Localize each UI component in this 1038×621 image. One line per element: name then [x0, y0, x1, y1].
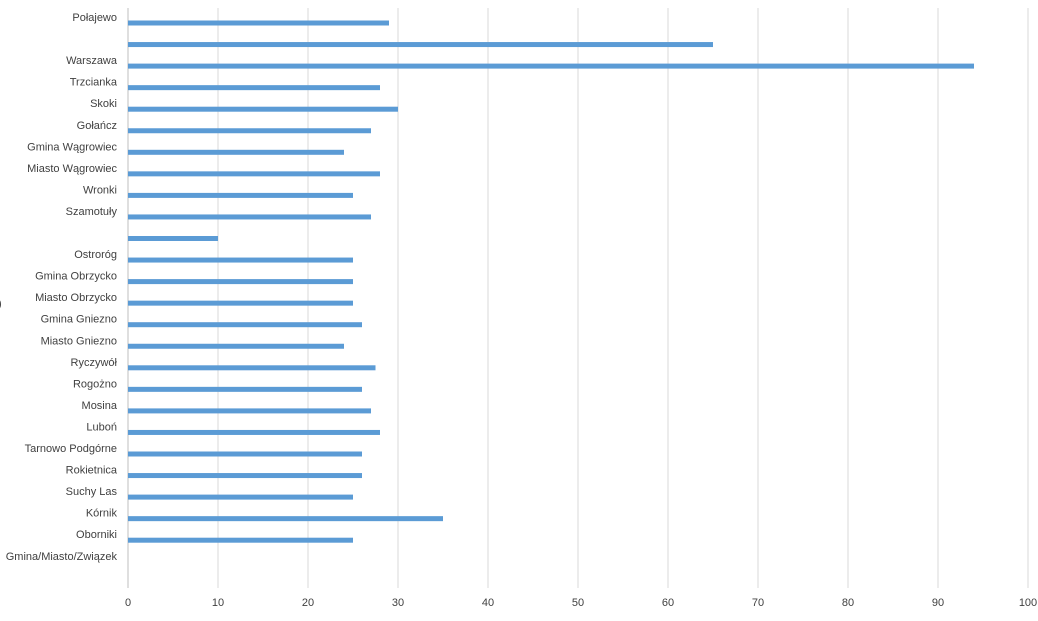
bar	[128, 149, 344, 155]
gridlines	[127, 8, 1029, 588]
bar	[128, 128, 371, 134]
category-label: Ostroróg	[74, 249, 117, 261]
bar	[128, 63, 974, 69]
bar	[128, 171, 380, 177]
category-label: Miasto Wągrowiec	[27, 163, 117, 175]
bar	[128, 20, 389, 26]
x-tick-label: 50	[572, 597, 584, 609]
bar	[128, 451, 362, 457]
bar	[128, 214, 371, 220]
bar	[128, 279, 353, 285]
bar	[128, 386, 362, 392]
category-label: Rogożno	[73, 378, 117, 390]
category-label: Gmina Wągrowiec	[27, 141, 117, 153]
category-label: Oborniki	[76, 529, 117, 541]
x-tick-label: 20	[302, 597, 314, 609]
category-label: Gołańcz	[77, 120, 117, 132]
clipped-axis-mark: )	[0, 298, 2, 310]
bar	[128, 429, 380, 435]
x-tick-label: 100	[1019, 597, 1037, 609]
bar	[128, 322, 362, 328]
category-label: Mosina	[82, 400, 118, 412]
x-tick-label: 60	[662, 597, 674, 609]
bar	[128, 85, 380, 91]
category-label: Wronki	[83, 184, 117, 196]
category-label: Tarnowo Podgórne	[25, 443, 117, 455]
bar	[128, 257, 353, 263]
category-label: Rokietnica	[66, 465, 118, 477]
category-label: Gmina/Miasto/Związek	[6, 551, 118, 563]
category-label: Szamotuły	[66, 206, 118, 218]
category-label: Ryczywół	[71, 357, 118, 369]
x-tick-label: 10	[212, 597, 224, 609]
x-tick-label: 0	[125, 597, 131, 609]
category-label: Warszawa	[66, 55, 118, 67]
bar	[128, 494, 353, 500]
x-tick-label: 80	[842, 597, 854, 609]
category-label: Połajewo	[72, 12, 117, 24]
category-label: Suchy Las	[66, 486, 118, 498]
category-label: Miasto Obrzycko	[35, 292, 117, 304]
x-tick-label: 70	[752, 597, 764, 609]
category-label: Gmina Obrzycko	[35, 271, 117, 283]
bar	[128, 42, 713, 48]
bar	[128, 473, 362, 479]
bars	[128, 20, 974, 543]
category-label: Miasto Gniezno	[41, 335, 117, 347]
category-label: Gmina Gniezno	[41, 314, 117, 326]
bar	[128, 408, 371, 414]
bar	[128, 106, 398, 112]
category-label: Trzcianka	[70, 77, 118, 89]
x-tick-label: 30	[392, 597, 404, 609]
category-labels: Połajewo Warszawa Trzcianka Skoki Gołańcz Gmi…	[6, 12, 118, 563]
category-label: Skoki	[90, 98, 117, 110]
x-tick-label: 40	[482, 597, 494, 609]
bar	[128, 192, 353, 198]
category-label: Kórnik	[86, 508, 118, 520]
category-label: Luboń	[86, 421, 117, 433]
bar	[128, 537, 353, 543]
x-tick-labels: 0 10 20 30 40 50 60 70 80 90 100	[125, 597, 1037, 609]
x-tick-label: 90	[932, 597, 944, 609]
bar	[128, 236, 218, 241]
bar	[128, 516, 443, 522]
bar	[128, 300, 353, 306]
bar	[128, 343, 344, 349]
bar	[128, 365, 376, 371]
